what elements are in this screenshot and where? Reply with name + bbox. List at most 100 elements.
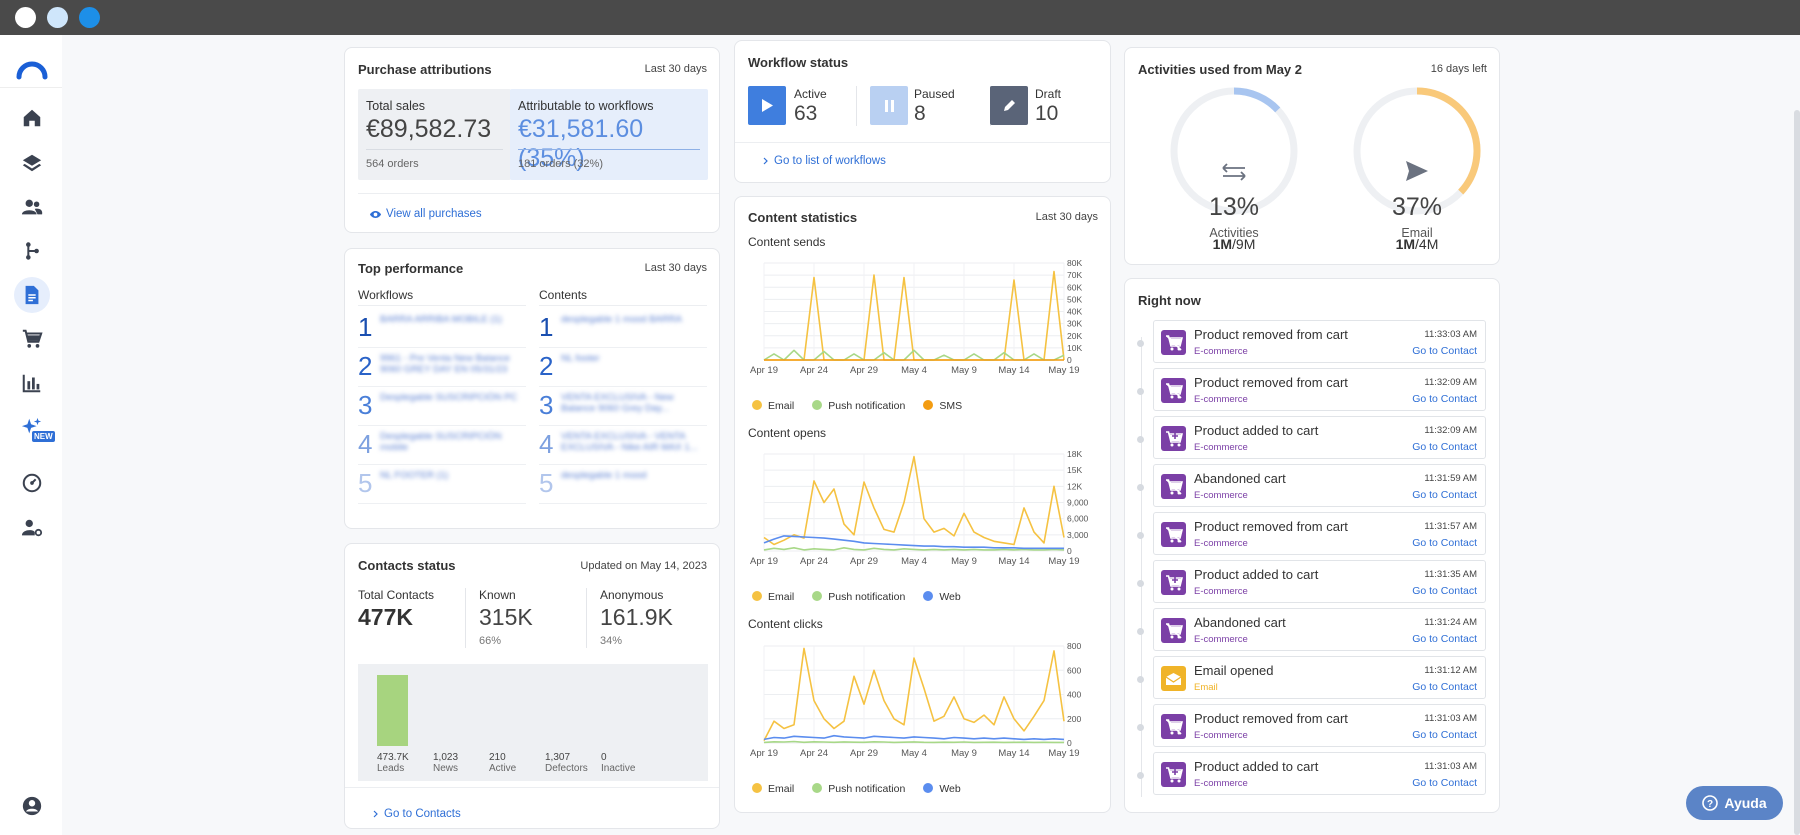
home-icon[interactable] <box>14 100 50 136</box>
feed-title: Product removed from cart <box>1194 375 1348 390</box>
feed-title: Product added to cart <box>1194 423 1319 438</box>
total-sales-value: €89,582.73 <box>366 115 492 143</box>
go-to-contact-link[interactable]: Go to Contact <box>1412 729 1477 741</box>
layers-icon[interactable] <box>14 145 50 181</box>
ranking-name: BARRA ARRIBA MOBILE (1) <box>380 314 502 325</box>
go-to-contact-link[interactable]: Go to Contact <box>1412 441 1477 453</box>
view-all-purchases-link[interactable]: View all purchases <box>369 208 482 220</box>
ranking-row[interactable]: 2 9961 - Pre Venta New Balance 9060 GREY … <box>358 347 526 387</box>
feed-title: Product added to cart <box>1194 567 1319 582</box>
x-tick-label: Apr 19 <box>750 365 778 376</box>
feed-item[interactable]: Product removed from cart E-commerce 11:31… <box>1153 512 1486 555</box>
feed-item[interactable]: Abandoned cart E-commerce 11:31:24 AM Go to… <box>1153 608 1486 651</box>
analytics-icon[interactable] <box>14 365 50 401</box>
ranking-name: NL FOOTER (1) <box>380 470 449 481</box>
workflow-status-card: Workflow status Active 63 Paused 8 Draft… <box>734 40 1111 183</box>
ranking-name: VENTA EXCLUSIVA - VENTA EXCLUSIVA - Nike… <box>561 431 698 454</box>
minimize-window-button[interactable] <box>47 7 68 28</box>
legend-web[interactable]: Web <box>923 783 961 795</box>
y-tick-label: 0 <box>1067 355 1072 365</box>
ranking-row[interactable]: 3 VENTA EXCLUSIVA - New Balance 9060 Grey… <box>539 386 707 426</box>
legend-sms[interactable]: SMS <box>923 400 962 412</box>
gauge-pct: 13% <box>1208 193 1260 221</box>
feed-item[interactable]: Product added to cart E-commerce 11:31:03 … <box>1153 752 1486 795</box>
content-icon[interactable] <box>14 277 50 313</box>
feed-item[interactable]: Email opened Email 11:31:12 AM Go to Contac… <box>1153 656 1486 699</box>
legend-label: Web <box>939 783 961 795</box>
cart-icon[interactable] <box>14 321 50 357</box>
y-tick-label: 60K <box>1067 282 1082 292</box>
legend-push[interactable]: Push notification <box>812 591 905 603</box>
go-to-contact-link[interactable]: Go to Contact <box>1412 585 1477 597</box>
x-tick-label: Apr 24 <box>800 365 828 376</box>
go-to-contacts-link[interactable]: Go to Contacts <box>373 808 461 820</box>
legend-email[interactable]: Email <box>752 591 794 603</box>
close-window-button[interactable] <box>15 7 36 28</box>
total-value: /9M <box>1232 236 1256 252</box>
user-settings-icon[interactable] <box>14 510 50 546</box>
go-to-contact-link[interactable]: Go to Contact <box>1412 777 1477 789</box>
known-pct: 66% <box>479 635 502 647</box>
legend-push[interactable]: Push notification <box>812 400 905 412</box>
logo-icon[interactable] <box>16 55 48 87</box>
feed-item[interactable]: Product added to cart E-commerce 11:31:35 … <box>1153 560 1486 603</box>
go-to-contact-link[interactable]: Go to Contact <box>1412 489 1477 501</box>
active-workflows[interactable]: Active 63 <box>748 86 853 126</box>
feed-item[interactable]: Product removed from cart E-commerce 11:31… <box>1153 704 1486 747</box>
chart-clicks: 800 600 400 200 0 Apr 19 Apr 24 Apr 29 May 4 May … <box>750 641 1081 759</box>
legend-label: Email <box>768 400 795 412</box>
series-line-web[interactable] <box>763 535 1064 550</box>
series-line-email[interactable] <box>763 455 1065 546</box>
feed-item[interactable]: Abandoned cart E-commerce 11:31:59 AM Go to… <box>1153 464 1486 507</box>
ranking-row[interactable]: 2 NL footer <box>539 347 707 387</box>
go-to-contact-link[interactable]: Go to Contact <box>1412 345 1477 357</box>
paused-workflows[interactable]: Paused 8 <box>870 86 970 126</box>
feed-time: 11:32:09 AM <box>1424 425 1477 436</box>
gauge-ring-activities <box>1170 87 1298 215</box>
help-button[interactable]: ? Ayuda <box>1686 786 1783 820</box>
legend-email[interactable]: Email <box>752 783 794 795</box>
ranking-name: desplegable 1 mood BARRA <box>561 314 682 325</box>
scrollbar[interactable] <box>1794 110 1800 835</box>
series-line-email[interactable] <box>763 647 1065 741</box>
feed-item[interactable]: Product removed from cart E-commerce 11:33… <box>1153 320 1486 363</box>
ranking-row[interactable]: 3 Desplegable SUSCRIPCIÓN PC <box>358 386 526 426</box>
account-icon[interactable] <box>14 788 50 824</box>
legend-push[interactable]: Push notification <box>812 783 905 795</box>
series-line-web[interactable] <box>763 734 1065 741</box>
feed-item[interactable]: Product removed from cart E-commerce 11:32… <box>1153 368 1486 411</box>
feed-item[interactable]: Product added to cart E-commerce 11:32:09 … <box>1153 416 1486 459</box>
activities-usage: 1M/9M <box>1166 236 1302 252</box>
contacts-icon[interactable] <box>14 189 50 225</box>
ranking-row[interactable]: 1 BARRA ARRIBA MOBILE (1) <box>358 308 526 348</box>
go-to-contact-link[interactable]: Go to Contact <box>1412 633 1477 645</box>
go-to-contact-link[interactable]: Go to Contact <box>1412 681 1477 693</box>
ranking-row[interactable]: 1 desplegable 1 mood BARRA <box>539 308 707 348</box>
anonymous-label: Anonymous <box>600 588 664 602</box>
go-to-contact-link[interactable]: Go to Contact <box>1412 537 1477 549</box>
feed-category: Email <box>1194 682 1218 693</box>
draft-workflows[interactable]: Draft 10 <box>990 86 1100 126</box>
rank-number: 3 <box>539 390 554 420</box>
used-value: 1M <box>1212 236 1233 252</box>
ranking-row[interactable]: 4 VENTA EXCLUSIVA - VENTA EXCLUSIVA - Nik… <box>539 425 707 465</box>
dashboard-gauge-icon[interactable] <box>14 465 50 501</box>
legend-email[interactable]: Email <box>752 400 794 412</box>
go-to-contact-link[interactable]: Go to Contact <box>1412 393 1477 405</box>
ranking-row[interactable]: 5 NL FOOTER (1) <box>358 464 526 504</box>
maximize-window-button[interactable] <box>79 7 100 28</box>
known-value: 315K <box>479 604 533 630</box>
workflows-icon[interactable] <box>14 233 50 269</box>
cart-remove-icon <box>1161 618 1186 643</box>
card-period: Last 30 days <box>644 63 707 75</box>
y-tick-label: 15K <box>1067 465 1082 475</box>
ranking-row[interactable]: 5 desplegable 1 mood <box>539 464 707 504</box>
series-line-push-notification[interactable] <box>763 740 1064 744</box>
ranking-row[interactable]: 4 Desplegable SUSCRIPCIÓN mobile <box>358 425 526 465</box>
go-to-workflows-link[interactable]: Go to list of workflows <box>763 155 886 167</box>
series-line-push-notification[interactable] <box>763 546 1065 551</box>
legend-web[interactable]: Web <box>923 591 961 603</box>
ai-sparkle-icon[interactable]: NEW <box>14 409 55 445</box>
y-tick-label: 0 <box>1067 738 1072 748</box>
lifecycle-bar[interactable] <box>377 674 408 746</box>
